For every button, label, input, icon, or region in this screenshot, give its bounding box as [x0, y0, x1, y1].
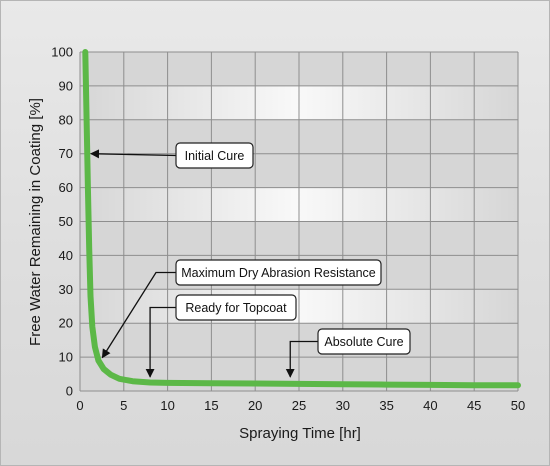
x-axis-label: Spraying Time [hr]	[239, 425, 361, 442]
annotation-arrow	[145, 306, 176, 378]
x-tick-label: 35	[379, 398, 393, 413]
annotation: Ready for Topcoat	[145, 294, 297, 378]
y-tick-label: 20	[59, 316, 73, 331]
annotation-label: Maximum Dry Abrasion Resistance	[181, 266, 376, 280]
y-tick-label: 60	[59, 180, 73, 195]
y-tick-label: 80	[59, 112, 73, 127]
annotation-box	[317, 328, 411, 355]
annotation-label: Initial Cure	[185, 149, 245, 163]
annotations: Initial Cure Maximum Dry Abrasion Resista…	[90, 142, 411, 378]
y-axis-ticks: 0 10 20 30 40 50 60 70 80 90 100	[51, 45, 73, 399]
x-tick-label: 50	[511, 398, 525, 413]
y-tick-label: 10	[59, 350, 73, 365]
annotation-label: Ready for Topcoat	[185, 301, 287, 315]
annotation: Initial Cure	[90, 142, 254, 169]
x-tick-label: 40	[423, 398, 437, 413]
annotation-box	[175, 142, 254, 169]
y-tick-label: 40	[59, 248, 73, 263]
data-series	[82, 49, 521, 389]
annotation: Absolute Cure	[285, 328, 411, 378]
x-tick-label: 20	[248, 398, 262, 413]
x-tick-label: 10	[160, 398, 174, 413]
x-tick-label: 15	[204, 398, 218, 413]
annotation-arrow	[285, 340, 318, 378]
annotation-arrow	[101, 271, 176, 359]
y-tick-label: 100	[51, 45, 73, 60]
y-tick-label: 30	[59, 282, 73, 297]
x-tick-label: 5	[120, 398, 127, 413]
annotation-box	[175, 294, 297, 321]
annotation-box	[175, 259, 382, 286]
x-tick-label: 45	[467, 398, 481, 413]
gridlines	[79, 51, 519, 392]
annotation-label: Absolute Cure	[324, 335, 403, 349]
x-tick-label: 0	[76, 398, 83, 413]
y-tick-label: 90	[59, 78, 73, 93]
x-tick-label: 30	[336, 398, 350, 413]
x-tick-label: 25	[292, 398, 306, 413]
y-tick-label: 50	[59, 214, 73, 229]
annotation: Maximum Dry Abrasion Resistance	[101, 259, 382, 359]
annotation-arrow	[90, 149, 177, 159]
x-axis-ticks: 0 5 10 15 20 25 30 35 40 45 50	[76, 398, 525, 413]
y-axis-label: Free Water Remaining in Coating [%]	[27, 98, 44, 346]
y-tick-label: 70	[59, 146, 73, 161]
series-line	[82, 49, 521, 389]
y-tick-label: 0	[66, 384, 73, 399]
